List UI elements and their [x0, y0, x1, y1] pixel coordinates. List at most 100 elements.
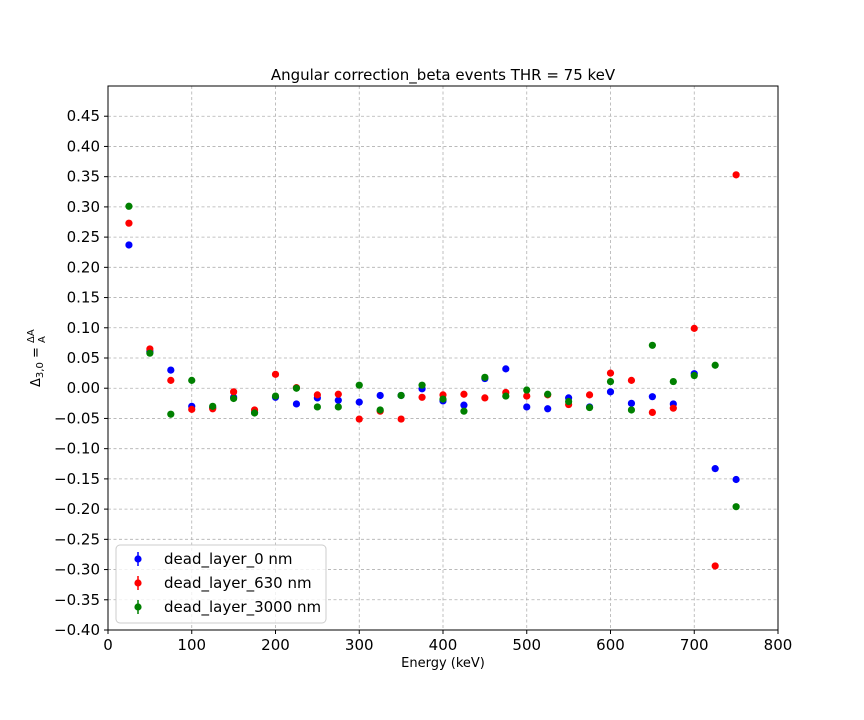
data-point-series-1 [271, 370, 280, 378]
data-point-series-2 [523, 386, 531, 394]
data-point-series-1 [606, 369, 615, 377]
data-point-series-0 [544, 405, 552, 413]
data-point-series-2 [271, 392, 280, 400]
x-tick-label: 0 [103, 636, 113, 654]
data-point-series-2 [585, 403, 594, 412]
data-point-series-1 [732, 171, 740, 179]
y-tick-label: −0.20 [54, 500, 100, 518]
data-point-series-2 [146, 349, 154, 357]
x-tick-label: 300 [345, 636, 374, 654]
legend-box [115, 544, 327, 624]
y-tick-label: 0.10 [67, 319, 100, 337]
y-tick-label: −0.05 [54, 409, 100, 427]
y-tick-label: 0.35 [67, 168, 100, 186]
y-tick-label: 0.00 [67, 379, 100, 397]
data-point-series-1 [125, 219, 133, 227]
data-point-series-2 [209, 402, 217, 410]
data-point-series-1 [481, 394, 489, 402]
x-tick-label: 600 [596, 636, 625, 654]
data-point-series-0 [606, 388, 615, 396]
y-tick-label: 0.30 [67, 198, 100, 216]
data-point-series-1 [167, 376, 175, 384]
y-tick-label: −0.30 [54, 561, 100, 579]
data-point-series-0 [167, 366, 175, 374]
data-point-series-0 [732, 475, 740, 484]
data-point-series-2 [397, 391, 405, 400]
data-point-series-2 [502, 392, 510, 400]
legend-label-1: dead_layer_630 nm [164, 574, 312, 593]
data-point-series-1 [418, 393, 426, 401]
data-point-series-1 [648, 408, 656, 416]
data-point-series-2 [669, 377, 677, 386]
data-point-series-0 [502, 365, 510, 373]
y-tick-label: −0.15 [54, 470, 100, 488]
data-point-series-2 [439, 395, 447, 403]
data-point-series-0 [334, 396, 342, 404]
data-point-series-2 [606, 377, 615, 386]
data-point-series-2 [481, 373, 489, 381]
data-point-series-2 [648, 341, 656, 349]
points-layer [125, 171, 740, 570]
data-point-series-2 [418, 381, 426, 389]
legend-marker-0 [134, 555, 142, 563]
x-tick-label: 400 [429, 636, 458, 654]
data-point-series-2 [376, 406, 384, 414]
data-point-series-2 [627, 406, 636, 414]
y-tick-label: 0.45 [67, 107, 100, 125]
data-point-series-1 [355, 415, 363, 423]
data-point-series-0 [627, 399, 636, 407]
data-point-series-2 [565, 397, 573, 406]
data-point-series-0 [460, 401, 468, 409]
data-point-series-2 [711, 361, 719, 369]
x-tick-label: 500 [512, 636, 541, 654]
data-point-series-0 [711, 465, 719, 473]
x-axis-label: Energy (keV) [401, 656, 485, 671]
data-point-series-2 [167, 410, 175, 418]
data-point-series-1 [627, 376, 636, 384]
data-point-series-2 [250, 409, 259, 417]
data-point-series-2 [334, 403, 342, 411]
legend-label-0: dead_layer_0 nm [164, 550, 293, 569]
data-point-series-1 [523, 392, 531, 400]
y-tick-label: −0.10 [54, 440, 100, 458]
legend-marker-2 [134, 603, 142, 611]
data-point-series-2 [732, 503, 740, 511]
y-tick-label: 0.15 [67, 289, 100, 307]
data-point-series-1 [313, 391, 321, 399]
data-point-series-2 [355, 381, 363, 389]
grid-layer [108, 86, 778, 630]
y-tick-label: −0.35 [54, 591, 100, 609]
legend-marker-1 [134, 579, 142, 587]
data-point-series-2 [292, 384, 301, 392]
data-point-series-2 [544, 390, 552, 398]
chart-title: Angular correction_beta events THR = 75 … [271, 66, 616, 85]
data-point-series-0 [355, 398, 363, 406]
y-axis-label: Δ3,0 = ΔAA [26, 329, 48, 387]
x-tick-label: 700 [680, 636, 709, 654]
x-tick-label: 100 [177, 636, 206, 654]
y-tick-label: 0.25 [67, 228, 100, 246]
data-point-series-0 [376, 391, 384, 400]
data-point-series-1 [711, 562, 719, 570]
data-point-series-2 [690, 371, 698, 380]
ticks-layer: 0 100 200 300 400 500 600 700 800 −0.40 −0.35 −0.30… [54, 107, 792, 654]
data-point-series-2 [230, 394, 238, 403]
legend-label-2: dead_layer_3000 nm [164, 598, 321, 617]
data-point-series-1 [230, 388, 238, 396]
data-point-series-1 [460, 390, 468, 398]
legend: dead_layer_0 nm dead_layer_630 nm dead_lay… [115, 544, 327, 624]
x-tick-label: 800 [764, 636, 793, 654]
data-point-series-1 [334, 390, 342, 398]
data-point-series-1 [690, 324, 698, 332]
data-point-series-1 [669, 404, 677, 412]
data-point-series-1 [585, 391, 594, 399]
y-tick-label: −0.25 [54, 530, 100, 548]
data-point-series-2 [460, 407, 468, 415]
y-tick-label: 0.05 [67, 349, 100, 367]
data-point-series-2 [188, 376, 196, 384]
data-point-series-1 [397, 415, 405, 423]
y-tick-label: −0.40 [54, 621, 100, 639]
data-point-series-0 [125, 241, 133, 249]
svg-text:Δ3,0 = ΔAA: Δ3,0 = ΔAA [26, 329, 48, 387]
